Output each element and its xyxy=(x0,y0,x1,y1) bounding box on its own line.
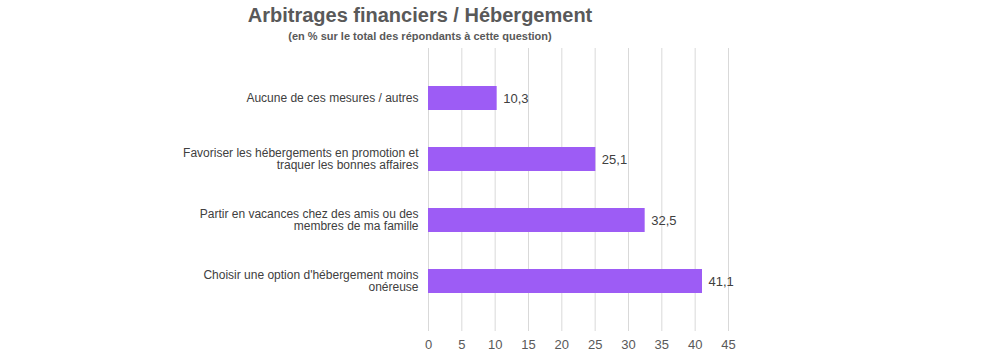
svg-text:0: 0 xyxy=(425,337,432,352)
svg-text:5: 5 xyxy=(458,337,465,352)
svg-text:15: 15 xyxy=(521,337,535,352)
html-text:Arbitrages financiers / Héberg: Arbitrages financiers / Hébergement xyxy=(247,4,593,26)
svg-text:25,1: 25,1 xyxy=(602,152,627,167)
svg-text:35: 35 xyxy=(655,337,669,352)
svg-text:45: 45 xyxy=(721,337,735,352)
svg-text:30: 30 xyxy=(621,337,635,352)
svg-text:32,5: 32,5 xyxy=(651,213,676,228)
svg-text:Aucune de ces mesures / autres: Aucune de ces mesures / autres xyxy=(246,91,418,105)
svg-text:10,3: 10,3 xyxy=(503,91,528,106)
svg-text:10: 10 xyxy=(488,337,502,352)
svg-text:25: 25 xyxy=(588,337,602,352)
svg-text:40: 40 xyxy=(688,337,702,352)
svg-text:Choisir une option d'hébergeme: Choisir une option d'hébergement moinson… xyxy=(203,268,418,294)
html-text:(en % sur le total des réponda: (en % sur le total des répondants à cett… xyxy=(288,30,552,42)
svg-text:Favoriser les hébergements en: Favoriser les hébergements en promotion … xyxy=(183,146,419,172)
svg-text:Partir en vacances chez des am: Partir en vacances chez des amis ou desm… xyxy=(200,207,419,233)
svg-text:20: 20 xyxy=(555,337,569,352)
svg-text:41,1: 41,1 xyxy=(709,274,734,289)
